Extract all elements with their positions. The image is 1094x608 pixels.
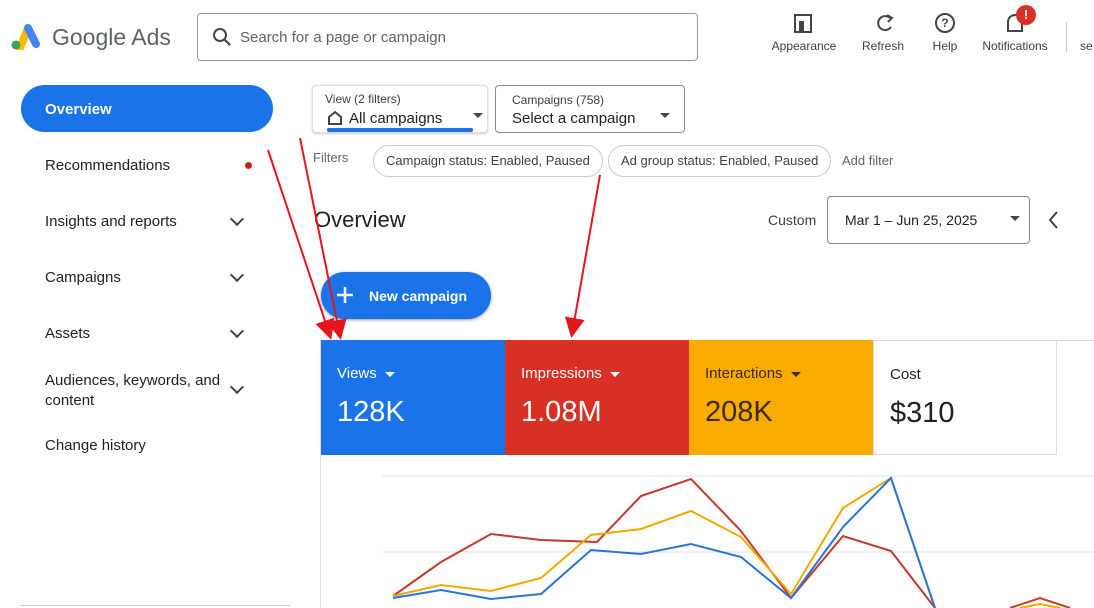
search-icon <box>213 28 231 46</box>
home-icon <box>328 110 342 125</box>
divider <box>20 605 290 606</box>
nav-item[interactable]: Audiences, keywords, and content <box>45 372 221 409</box>
metric-value: 208K <box>705 396 773 428</box>
nav-item[interactable]: Assets <box>45 325 91 342</box>
view-dropdown[interactable]: View (2 filters) All campaigns <box>312 85 488 133</box>
dropdown-label: Campaigns (758) <box>512 93 605 107</box>
nav-item[interactable]: Overview <box>45 101 112 118</box>
nav-item[interactable]: Change history <box>45 437 146 454</box>
nav-item[interactable]: Recommendations <box>45 157 171 174</box>
logo-icon <box>11 24 40 50</box>
metric-card[interactable]: Views 128K <box>321 340 505 455</box>
metric-name: Cost <box>890 366 921 383</box>
metric-value: 1.08M <box>521 396 602 428</box>
action-label[interactable]: Help <box>932 39 958 53</box>
filters-label: Filters <box>313 150 349 165</box>
prev-button[interactable] <box>1044 209 1064 231</box>
add-filter[interactable]: Add filter <box>842 153 894 168</box>
underline <box>327 128 473 132</box>
metric-name: Views <box>337 365 377 382</box>
dropdown-label: View (2 filters) <box>325 92 401 106</box>
dropdown-arrow <box>652 107 670 125</box>
nav-item[interactable]: Insights and reports <box>45 213 177 230</box>
metric-card[interactable]: Impressions 1.08M <box>505 340 689 455</box>
date-picker[interactable]: Mar 1 – Jun 25, 2025 <box>827 196 1030 244</box>
page-title: Overview <box>314 207 406 232</box>
action-label[interactable]: Appearance <box>771 39 837 53</box>
date-label: Custom <box>768 212 817 228</box>
panel-border <box>1057 340 1094 341</box>
action-label[interactable]: Refresh <box>861 39 905 53</box>
metric-card[interactable]: Cost $310 <box>873 340 1057 455</box>
account-label: se <box>1080 39 1093 53</box>
search-placeholder: Search for a page or campaign <box>240 29 446 46</box>
notification-badge: ! <box>1016 5 1036 25</box>
dropdown-value: Select a campaign <box>512 110 636 127</box>
button-label: New campaign <box>369 288 468 304</box>
divider <box>1066 22 1067 52</box>
svg-text:?: ? <box>941 16 948 30</box>
date-value: Mar 1 – Jun 25, 2025 <box>845 212 978 228</box>
nav-item[interactable]: Campaigns <box>45 269 121 286</box>
plus-icon <box>337 287 353 303</box>
dropdown-value: All campaigns <box>349 110 443 127</box>
dropdown-arrow <box>465 107 483 125</box>
metric-value: 128K <box>337 396 405 428</box>
metric-card[interactable]: Interactions 208K <box>689 340 873 455</box>
search-box[interactable]: Search for a page or campaign <box>197 13 698 61</box>
filter-chip[interactable]: Ad group status: Enabled, Paused <box>608 145 832 177</box>
action-label[interactable]: Notifications <box>982 39 1048 53</box>
alert-dot <box>245 162 252 169</box>
metric-value: $310 <box>890 397 955 429</box>
panel-border <box>320 340 321 608</box>
filter-chip[interactable]: Campaign status: Enabled, Paused <box>373 145 603 177</box>
campaign-dropdown[interactable]: Campaigns (758) Select a campaign <box>495 85 685 133</box>
new-campaign-button[interactable]: New campaign <box>321 272 491 319</box>
logo-text: Google Ads <box>52 24 171 50</box>
nav-active[interactable] <box>21 85 273 132</box>
metric-name: Impressions <box>521 365 602 382</box>
metric-name: Interactions <box>705 365 783 382</box>
dropdown-arrow <box>1002 210 1020 228</box>
